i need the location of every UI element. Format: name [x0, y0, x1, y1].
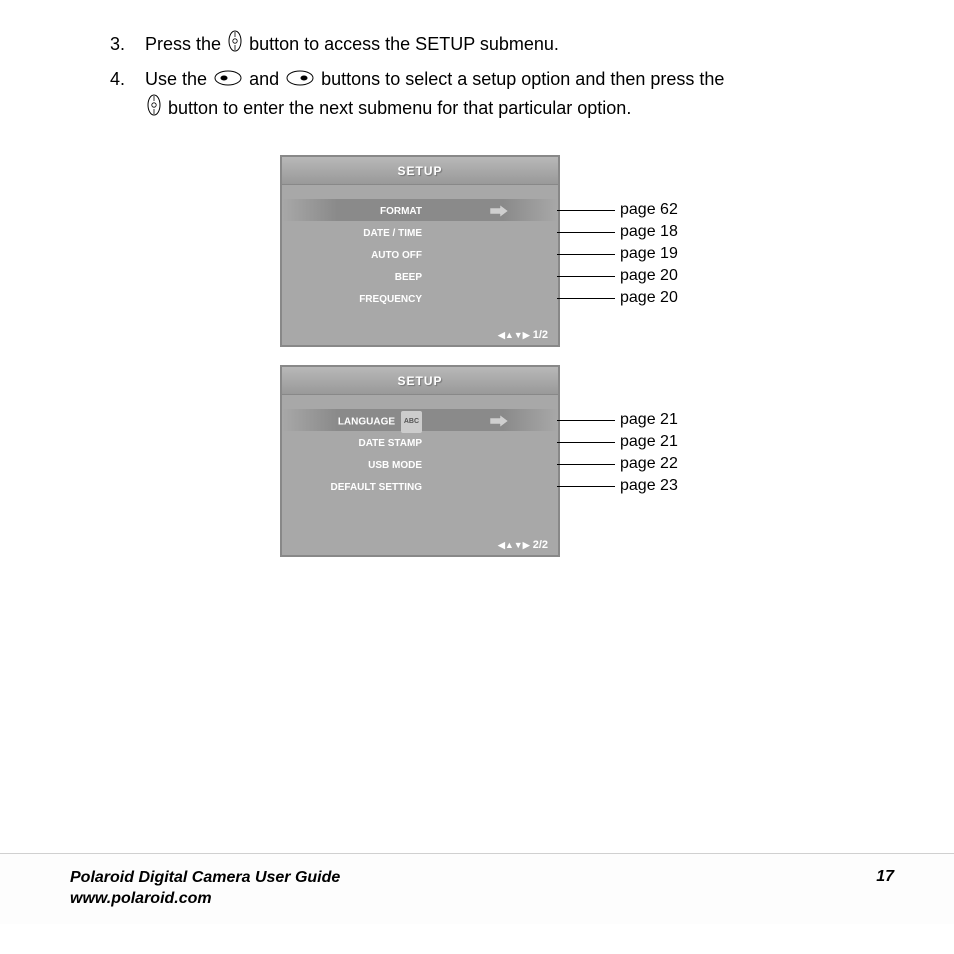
setup-screen-2: SETUP LANGUAGE abc DATE STAMP: [280, 365, 560, 557]
page-ref-label: page 20: [620, 267, 678, 284]
instruction-text: Use the: [145, 69, 212, 89]
menu-item-usbmode[interactable]: USB MODE: [282, 453, 558, 475]
leader-line: [557, 232, 615, 233]
instruction-number: 3.: [110, 30, 140, 59]
page-ref-label: page 20: [620, 289, 678, 306]
menu-item-datetime[interactable]: DATE / TIME: [282, 221, 558, 243]
page-content: 3. Press the button to access the SETUP …: [0, 0, 954, 557]
menu-item-label: FORMAT: [282, 201, 422, 223]
menu-body: FORMAT DATE / TIME AUTO OFF BEEP: [282, 185, 558, 345]
leader-line: [557, 276, 615, 277]
leader-line: [557, 442, 615, 443]
instruction-list: 3. Press the button to access the SETUP …: [110, 30, 894, 125]
nav-arrows-icon: ◀▲▼▶: [498, 330, 530, 340]
menu-item-frequency[interactable]: FREQUENCY: [282, 287, 558, 309]
menu-page-indicator: ◀▲▼▶ 2/2: [498, 539, 548, 551]
menu-item-label: DATE / TIME: [282, 223, 422, 245]
page-references-2: page 21 page 21 page 22 page 23: [620, 365, 678, 497]
page-references-1: page 62 page 18 page 19 page 20 page 20: [620, 155, 678, 309]
page-ref: page 62: [620, 199, 678, 221]
ok-button-icon: [228, 30, 242, 61]
page-ref-label: page 18: [620, 223, 678, 240]
instruction-number: 4.: [110, 65, 140, 94]
menu-diagrams: SETUP FORMAT DATE / TIME AUTO OFF: [280, 155, 894, 557]
menu-page-indicator: ◀▲▼▶ 1/2: [498, 329, 548, 341]
page-ref: page 19: [620, 243, 678, 265]
abc-badge: abc: [401, 411, 422, 433]
nav-arrows-icon: ◀▲▼▶: [498, 540, 530, 550]
menu-item-label: AUTO OFF: [282, 245, 422, 267]
ok-button-icon: [147, 94, 161, 125]
instruction-text: and: [249, 69, 284, 89]
page-ref: page 23: [620, 475, 678, 497]
footer-title: Polaroid Digital Camera User Guide: [70, 868, 340, 889]
footer-left: Polaroid Digital Camera User Guide www.p…: [70, 868, 340, 910]
menu-title: SETUP: [282, 367, 558, 395]
menu-item-language[interactable]: LANGUAGE abc: [282, 409, 558, 431]
page-ref-label: page 23: [620, 477, 678, 494]
instruction-4: 4. Use the and buttons to select a setup…: [110, 65, 894, 125]
leader-line: [557, 210, 615, 211]
menu-item-label: DEFAULT SETTING: [282, 477, 422, 499]
menu-item-text: LANGUAGE: [338, 416, 395, 427]
page-indicator-text: 1/2: [533, 329, 548, 341]
menu-item-label: USB MODE: [282, 455, 422, 477]
right-button-icon: [286, 66, 314, 95]
menu-body: LANGUAGE abc DATE STAMP USB MODE: [282, 395, 558, 555]
leader-line: [557, 420, 615, 421]
page-ref-label: page 21: [620, 433, 678, 450]
setup-screen-1: SETUP FORMAT DATE / TIME AUTO OFF: [280, 155, 560, 347]
page-ref: page 21: [620, 431, 678, 453]
menu-item-label: FREQUENCY: [282, 289, 422, 311]
instruction-text: button to access the SETUP submenu.: [249, 34, 559, 54]
instruction-3: 3. Press the button to access the SETUP …: [110, 30, 894, 61]
footer-page-number: 17: [876, 868, 894, 886]
instruction-text: Press the: [145, 34, 226, 54]
footer-url: www.polaroid.com: [70, 889, 340, 910]
leader-line: [557, 486, 615, 487]
page-ref: page 20: [620, 287, 678, 309]
leader-line: [557, 464, 615, 465]
page-ref: page 21: [620, 409, 678, 431]
menu-item-beep[interactable]: BEEP: [282, 265, 558, 287]
leader-line: [557, 254, 615, 255]
menu-title: SETUP: [282, 157, 558, 185]
page-ref-label: page 19: [620, 245, 678, 262]
page-ref: page 22: [620, 453, 678, 475]
instruction-text: buttons to select a setup option and the…: [321, 69, 724, 89]
menu-item-datestamp[interactable]: DATE STAMP: [282, 431, 558, 453]
instruction-text: button to enter the next submenu for tha…: [168, 99, 631, 119]
menu-row-1: SETUP FORMAT DATE / TIME AUTO OFF: [280, 155, 894, 347]
leader-line: [557, 298, 615, 299]
menu-item-label: BEEP: [282, 267, 422, 289]
page-ref: page 18: [620, 221, 678, 243]
menu-item-label: LANGUAGE abc: [282, 411, 422, 434]
menu-item-label: DATE STAMP: [282, 433, 422, 455]
page-indicator-text: 2/2: [533, 539, 548, 551]
menu-item-defaultsetting[interactable]: DEFAULT SETTING: [282, 475, 558, 497]
page-ref: page 20: [620, 265, 678, 287]
menu-row-2: SETUP LANGUAGE abc DATE STAMP: [280, 365, 894, 557]
page-ref-label: page 62: [620, 201, 678, 218]
page-ref-label: page 21: [620, 411, 678, 428]
page-footer: Polaroid Digital Camera User Guide www.p…: [0, 853, 954, 924]
page-ref-label: page 22: [620, 455, 678, 472]
left-button-icon: [214, 66, 242, 95]
menu-item-format[interactable]: FORMAT: [282, 199, 558, 221]
menu-item-autooff[interactable]: AUTO OFF: [282, 243, 558, 265]
